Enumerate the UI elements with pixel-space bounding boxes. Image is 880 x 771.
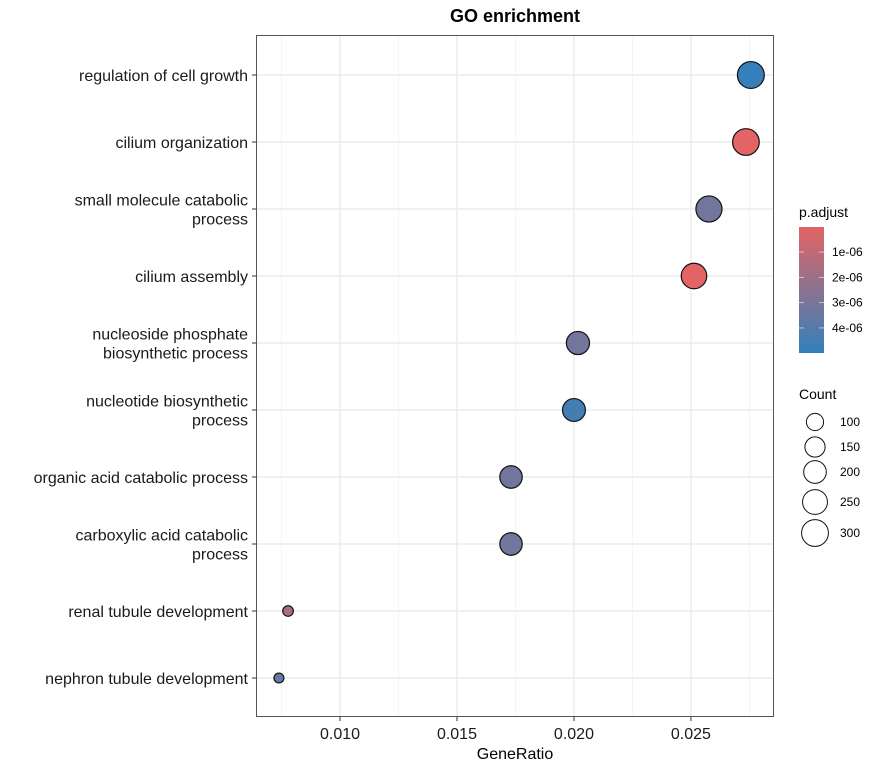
chart-title: GO enrichment bbox=[450, 6, 580, 26]
data-point bbox=[731, 128, 760, 156]
y-tick-label: process bbox=[192, 413, 248, 430]
x-tick-label: 0.025 bbox=[671, 726, 711, 743]
size-legend-circle bbox=[802, 489, 828, 515]
x-tick-label: 0.010 bbox=[320, 726, 360, 743]
color-legend-label: 1e-06 bbox=[832, 245, 863, 259]
x-axis-label: GeneRatio bbox=[477, 746, 554, 763]
points-layer bbox=[273, 60, 765, 684]
color-legend: p.adjust 1e-06 2e-06 3e-06 4e-06 bbox=[799, 204, 863, 353]
data-point bbox=[561, 397, 587, 423]
size-legend-label: 100 bbox=[840, 415, 860, 429]
size-legend: Count 100 150 200 250 300 bbox=[799, 386, 860, 547]
y-tick-label: nucleotide biosynthetic bbox=[86, 394, 248, 411]
y-tick-label: biosynthetic process bbox=[103, 346, 248, 363]
color-legend-title: p.adjust bbox=[799, 204, 848, 220]
y-axis: regulation of cell growth cilium organiza… bbox=[34, 68, 256, 688]
y-tick-label: small molecule catabolic bbox=[75, 193, 248, 210]
y-tick-label: process bbox=[192, 547, 248, 564]
size-legend-label: 250 bbox=[840, 495, 860, 509]
color-legend-label: 3e-06 bbox=[832, 296, 863, 310]
color-bar bbox=[799, 227, 824, 353]
y-tick-label: nephron tubule development bbox=[45, 671, 248, 688]
size-legend-circle bbox=[804, 436, 826, 458]
y-tick-label: cilium assembly bbox=[135, 269, 248, 286]
grid bbox=[256, 35, 774, 717]
data-point bbox=[565, 330, 591, 356]
y-tick-label: organic acid catabolic process bbox=[34, 470, 248, 487]
x-tick-label: 0.020 bbox=[554, 726, 594, 743]
y-tick-label: process bbox=[192, 212, 248, 229]
data-point bbox=[680, 262, 708, 290]
y-tick-label: carboxylic acid catabolic bbox=[75, 528, 248, 545]
plot-panel-border bbox=[256, 35, 774, 717]
y-tick-label: cilium organization bbox=[115, 135, 248, 152]
color-legend-label: 2e-06 bbox=[832, 270, 863, 284]
size-legend-title: Count bbox=[799, 386, 836, 402]
data-point bbox=[736, 60, 765, 90]
size-legend-circle bbox=[805, 412, 825, 432]
y-tick-label: nucleoside phosphate bbox=[92, 327, 248, 344]
data-point bbox=[499, 532, 523, 556]
size-legend-circle bbox=[801, 519, 829, 547]
x-tick-label: 0.015 bbox=[437, 726, 477, 743]
y-tick-label: regulation of cell growth bbox=[79, 68, 248, 85]
data-point bbox=[282, 605, 294, 617]
y-tick-label: renal tubule development bbox=[68, 604, 248, 621]
size-legend-label: 200 bbox=[840, 465, 860, 479]
data-point bbox=[499, 465, 523, 489]
size-legend-circle bbox=[803, 460, 827, 484]
x-axis: 0.010 0.015 0.020 0.025 bbox=[320, 717, 711, 743]
data-point bbox=[273, 672, 285, 684]
data-point bbox=[695, 195, 723, 223]
size-legend-label: 150 bbox=[840, 440, 860, 454]
size-legend-label: 300 bbox=[840, 526, 860, 540]
color-legend-label: 4e-06 bbox=[832, 321, 863, 335]
